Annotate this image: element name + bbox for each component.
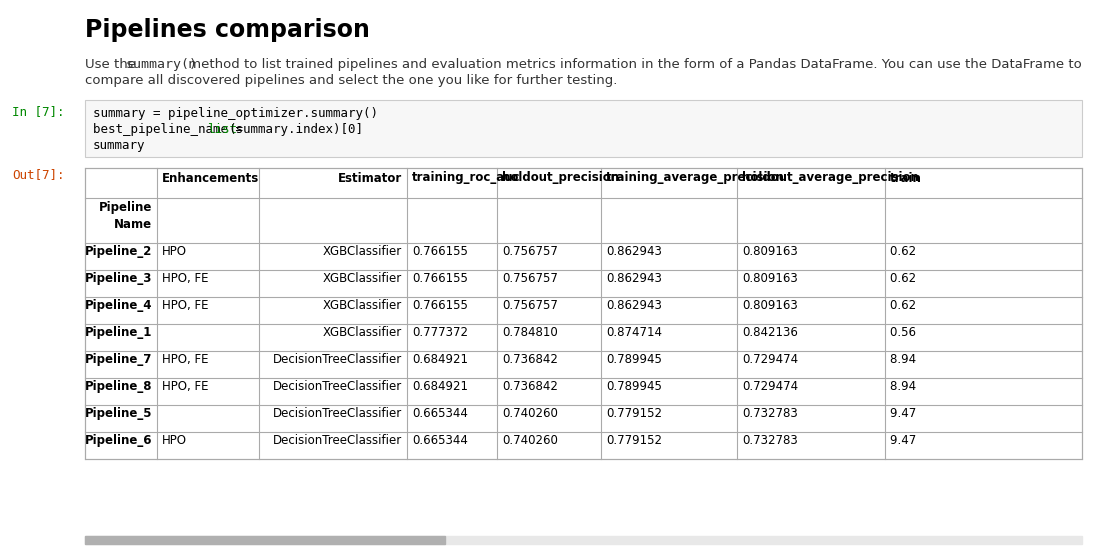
Text: 0.784810: 0.784810 <box>501 326 558 339</box>
Text: best_pipeline_name =: best_pipeline_name = <box>93 123 250 136</box>
Text: 8.94: 8.94 <box>890 380 919 393</box>
Text: summary = pipeline_optimizer.summary(): summary = pipeline_optimizer.summary() <box>93 107 377 120</box>
Bar <box>85 536 1082 544</box>
Text: 0.732783: 0.732783 <box>742 434 798 447</box>
Text: 0.732783: 0.732783 <box>742 407 798 420</box>
Text: compare all discovered pipelines and select the one you like for further testing: compare all discovered pipelines and sel… <box>85 74 618 87</box>
Text: HPO, FE: HPO, FE <box>162 272 208 285</box>
Text: 0.789945: 0.789945 <box>606 380 662 393</box>
Text: 0.729474: 0.729474 <box>742 380 798 393</box>
Text: method to list trained pipelines and evaluation metrics information in the form : method to list trained pipelines and eva… <box>184 58 1082 71</box>
Text: In [7]:: In [7]: <box>12 105 64 118</box>
Text: holdout_precision: holdout_precision <box>501 172 619 184</box>
Text: 9.47: 9.47 <box>890 407 919 420</box>
Text: (summary.index)[0]: (summary.index)[0] <box>228 123 363 136</box>
Text: Use the: Use the <box>85 58 141 71</box>
Text: 0.809163: 0.809163 <box>742 299 798 312</box>
Text: train: train <box>890 172 922 184</box>
Text: XGBClassifier: XGBClassifier <box>323 245 402 258</box>
Bar <box>85 536 445 544</box>
Text: HPO: HPO <box>162 434 187 447</box>
Text: Pipeline_5: Pipeline_5 <box>84 407 152 420</box>
Text: Pipeline_6: Pipeline_6 <box>84 434 152 447</box>
Text: 0.779152: 0.779152 <box>606 434 662 447</box>
Text: DecisionTreeClassifier: DecisionTreeClassifier <box>272 407 402 420</box>
Text: 9.47: 9.47 <box>890 434 919 447</box>
Text: 0.684921: 0.684921 <box>412 353 468 366</box>
Text: 0.56: 0.56 <box>890 326 919 339</box>
Text: Pipelines comparison: Pipelines comparison <box>85 18 370 42</box>
Text: DecisionTreeClassifier: DecisionTreeClassifier <box>272 434 402 447</box>
Text: HPO, FE: HPO, FE <box>162 380 208 393</box>
Text: 0.809163: 0.809163 <box>742 272 798 285</box>
Text: XGBClassifier: XGBClassifier <box>323 326 402 339</box>
Text: 0.862943: 0.862943 <box>606 245 662 258</box>
Text: Enhancements: Enhancements <box>162 172 259 184</box>
Text: XGBClassifier: XGBClassifier <box>323 272 402 285</box>
Text: 0.766155: 0.766155 <box>412 299 468 312</box>
Text: Pipeline_2: Pipeline_2 <box>84 245 152 258</box>
Text: 0.665344: 0.665344 <box>412 407 468 420</box>
Text: 0.684921: 0.684921 <box>412 380 468 393</box>
Text: holdout_average_precision: holdout_average_precision <box>742 172 919 184</box>
Text: Estimator: Estimator <box>338 172 402 184</box>
Text: Out[7]:: Out[7]: <box>12 168 64 181</box>
Text: 0.740260: 0.740260 <box>501 407 558 420</box>
Text: 0.62: 0.62 <box>890 299 919 312</box>
Text: 8.94: 8.94 <box>890 353 919 366</box>
Text: list: list <box>207 123 237 136</box>
Text: Pipeline
Name: Pipeline Name <box>99 201 152 230</box>
Text: HPO: HPO <box>162 245 187 258</box>
Text: 0.842136: 0.842136 <box>742 326 798 339</box>
Text: 0.789945: 0.789945 <box>606 353 662 366</box>
Text: XGBClassifier: XGBClassifier <box>323 299 402 312</box>
Text: Pipeline_3: Pipeline_3 <box>84 272 152 285</box>
Text: Pipeline_8: Pipeline_8 <box>84 380 152 393</box>
Text: 0.779152: 0.779152 <box>606 407 662 420</box>
Text: 0.756757: 0.756757 <box>501 245 558 258</box>
Text: training_roc_auc: training_roc_auc <box>412 172 520 184</box>
Text: 0.736842: 0.736842 <box>501 353 558 366</box>
Text: Pipeline_4: Pipeline_4 <box>84 299 152 312</box>
Text: HPO, FE: HPO, FE <box>162 299 208 312</box>
Text: 0.736842: 0.736842 <box>501 380 558 393</box>
Text: 0.874714: 0.874714 <box>606 326 662 339</box>
Text: 0.777372: 0.777372 <box>412 326 468 339</box>
Text: DecisionTreeClassifier: DecisionTreeClassifier <box>272 380 402 393</box>
Text: 0.729474: 0.729474 <box>742 353 798 366</box>
Text: 0.756757: 0.756757 <box>501 299 558 312</box>
Text: 0.62: 0.62 <box>890 245 919 258</box>
Bar <box>85 168 1082 459</box>
Text: 0.862943: 0.862943 <box>606 299 662 312</box>
Text: Pipeline_7: Pipeline_7 <box>84 353 152 366</box>
Text: 0.766155: 0.766155 <box>412 245 468 258</box>
Text: Pipeline_1: Pipeline_1 <box>84 326 152 339</box>
Text: HPO, FE: HPO, FE <box>162 353 208 366</box>
Text: training_average_precision: training_average_precision <box>606 172 785 184</box>
Text: 0.756757: 0.756757 <box>501 272 558 285</box>
Text: 0.62: 0.62 <box>890 272 919 285</box>
Text: 0.809163: 0.809163 <box>742 245 798 258</box>
Bar <box>85 100 1082 157</box>
Text: 0.862943: 0.862943 <box>606 272 662 285</box>
Text: 0.766155: 0.766155 <box>412 272 468 285</box>
Text: summary: summary <box>93 139 145 152</box>
Text: 0.665344: 0.665344 <box>412 434 468 447</box>
Text: 0.740260: 0.740260 <box>501 434 558 447</box>
Text: summary(): summary() <box>126 58 198 71</box>
Text: DecisionTreeClassifier: DecisionTreeClassifier <box>272 353 402 366</box>
